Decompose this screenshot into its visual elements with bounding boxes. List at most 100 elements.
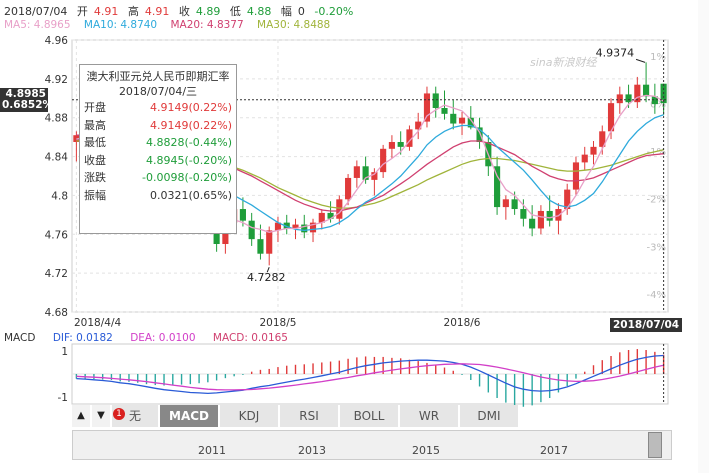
tab-rsi[interactable]: RSI [280,405,340,427]
dif-line [76,354,664,395]
indicator-tabs: ▲ ▼ 无 MACD KDJ RSI BOLL WR DMI [72,405,520,427]
tab-boll[interactable]: BOLL [340,405,400,427]
candle-body [371,172,378,180]
candle-body [318,212,325,223]
candle-body [327,212,334,219]
candle-body [432,93,439,108]
ma20-label: MA20: 4.8377 [170,19,244,31]
collapse-down-button[interactable]: ▼ [92,405,112,427]
candle-body [502,199,509,208]
x-tick-label: 2018/4/4 [74,317,121,329]
pct-tick-label: -3% [647,242,666,253]
candle-body [651,96,658,105]
high-annotation-pointer [635,58,646,63]
candle-body [301,224,308,233]
tab-dmi[interactable]: DMI [460,405,520,427]
x-tick-label: 2018/5 [259,317,296,329]
candle-body [309,222,317,233]
candle-body [511,199,518,210]
tooltip-label: 开盘 [84,101,106,114]
current-pct: 0.6852% [2,99,54,111]
tooltip-label: 振幅 [84,188,106,202]
tab-wr[interactable]: WR [400,405,460,427]
candle-body [581,154,588,163]
close-value: 4.89 [195,5,221,18]
candle-body [257,239,264,254]
open-label: 开 [76,5,88,18]
high-annotation: 4.9374 [596,46,635,59]
low-annotation: 4.7282 [247,271,286,284]
pct-tick-label: 1% [650,52,666,63]
candle-body [494,166,501,208]
right-edge-panel [698,0,709,473]
candle-body [441,108,448,114]
candle-body [572,162,580,190]
macd-y-tick: -1 [58,392,68,404]
candle-body [380,148,387,173]
low-annotation-pointer [266,266,270,273]
candle-body [643,84,650,97]
dea-label: DEA: 0.0100 [130,332,196,344]
tooltip-value: 4.8945(-0.20%) [146,153,232,167]
macd-name: MACD [4,332,36,344]
candle-body [388,142,395,149]
ma-legend: MA5: 4.8965 MA10: 4.8740 MA20: 4.8377 MA… [4,19,340,31]
candle-body [555,209,562,221]
ma10-label: MA10: 4.8740 [83,19,158,31]
tooltip-row: 涨跌 -0.0098(-0.20%) [80,169,236,187]
tooltip-value: 4.9149(0.22%) [149,118,232,132]
tooltip-date: 2018/07/04/三 [118,85,198,98]
pct-tick-label: 0% [650,100,666,111]
dea-line [76,363,664,391]
current-price-flag: 4.8985 0.6852% [0,88,54,112]
collapse-up-button[interactable]: ▲ [72,405,92,427]
navigator-year: 2015 [412,444,440,457]
change-pct: -0.20% [314,5,354,18]
candle-body [406,129,413,147]
macd-value-label: MACD: 0.0165 [212,332,288,344]
candle-body [599,131,606,147]
y-tick-label: 4.84 [45,152,69,164]
candle-body [345,177,352,200]
candle-body [537,210,544,229]
candle-body [564,189,571,210]
candle-body [458,117,466,124]
navigator-year: 2017 [540,444,568,457]
candle-body [625,94,632,103]
y-tick-label: 4.68 [45,307,68,319]
candle-body [467,117,474,128]
pct-tick-label: -4% [647,290,666,301]
candle-body [353,166,360,178]
candle-body [362,166,369,180]
navigator-year: 2013 [298,444,326,457]
candle-body [266,230,273,254]
tooltip-label: 涨跌 [84,171,106,184]
notification-badge: 1 [113,408,125,420]
change-label: 幅 [280,5,292,18]
candle-body [239,209,246,221]
candle-body [590,146,597,155]
navigator-handle[interactable] [648,432,662,458]
candle-body [274,222,282,231]
tooltip-row: 收盘 4.8945(-0.20%) [80,152,236,170]
candle-body [529,218,536,229]
candle-body [248,220,255,240]
high-value: 4.91 [144,5,170,18]
range-navigator[interactable] [72,430,672,460]
candle-body [520,209,527,219]
close-label: 收 [178,5,190,18]
candle-body [336,199,343,219]
watermark-text: sina新浪财经 [530,56,597,69]
tab-kdj[interactable]: KDJ [220,405,280,427]
tooltip-row: 开盘 4.9149(0.22%) [80,99,236,117]
cursor-date-flag: 2018/07/04 [610,318,683,332]
y-tick-label: 4.76 [45,229,69,241]
dif-label: DIF: 0.0182 [52,332,113,344]
plot-frame [71,39,669,313]
open-value: 4.91 [93,5,119,18]
candle-body [397,142,404,147]
ma5-label: MA5: 4.8965 [4,19,71,31]
tooltip-value: 4.9149(0.22%) [149,101,232,114]
tooltip-label: 最高 [84,118,106,132]
tab-macd[interactable]: MACD [160,405,220,427]
